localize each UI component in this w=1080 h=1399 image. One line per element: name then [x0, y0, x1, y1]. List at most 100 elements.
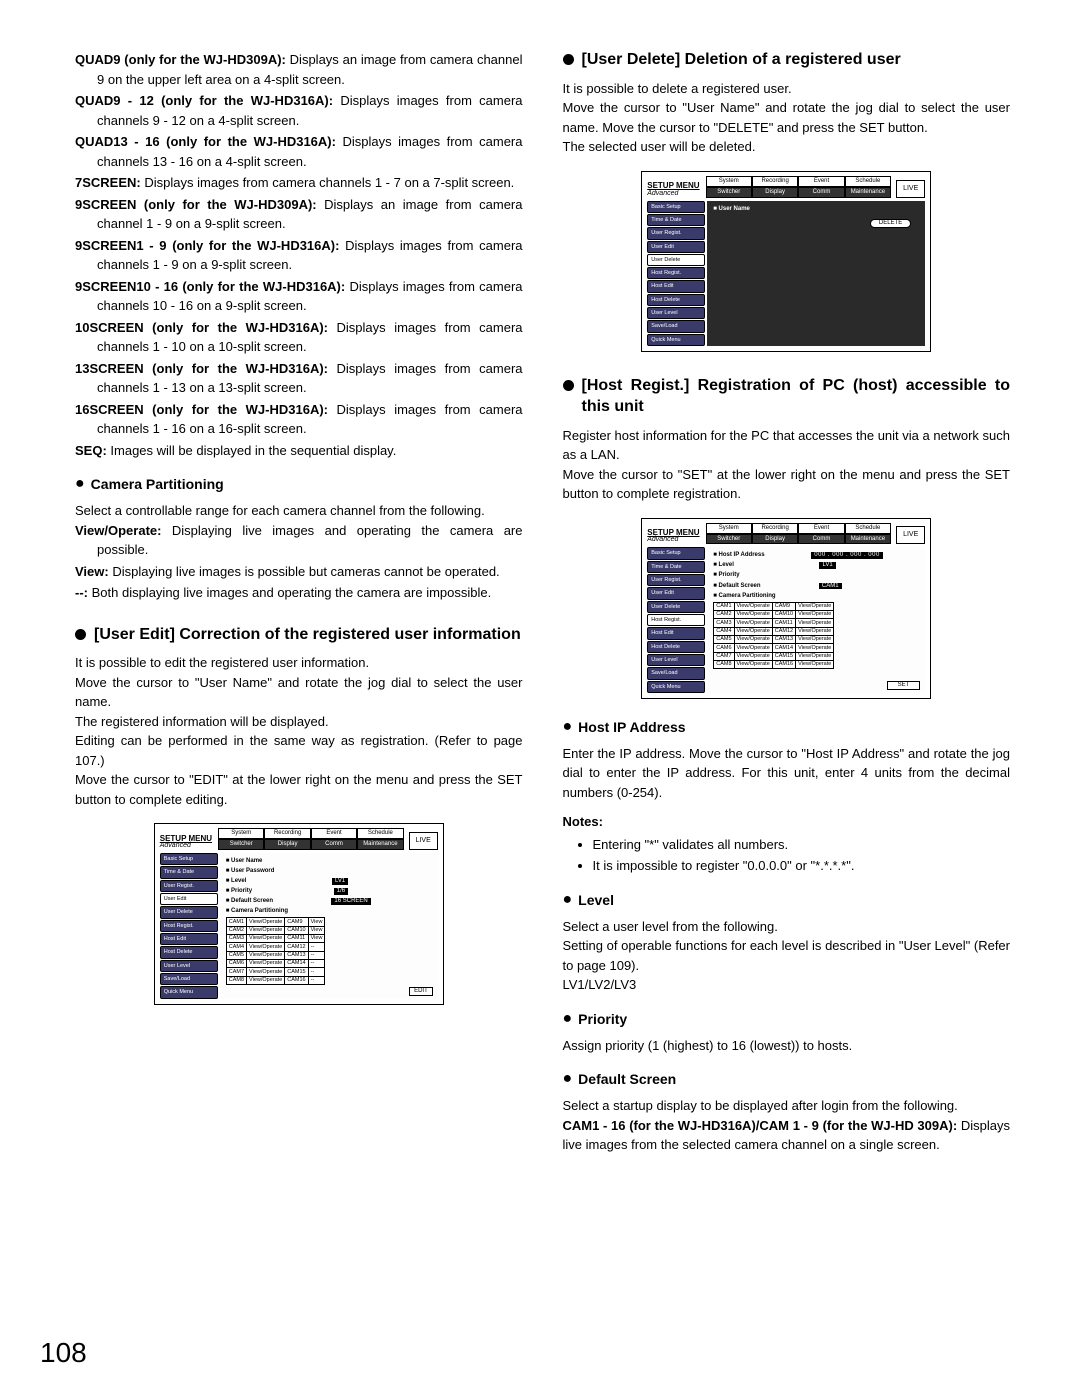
section-label: [User Delete] Deletion of a registered u…	[582, 50, 901, 71]
table-cell: --	[308, 968, 325, 976]
table-cell: CAM6	[226, 959, 246, 967]
sidebar-item[interactable]: User Edit	[647, 587, 705, 599]
sidebar-item[interactable]: User Regist.	[160, 880, 218, 892]
sidebar-item[interactable]: Quick Menu	[647, 334, 705, 346]
menu-tab[interactable]: Schedule	[357, 828, 403, 839]
table-row: CAM4View/OperateCAM12View/Operate	[714, 627, 834, 635]
table-cell: View/Operate	[734, 660, 772, 668]
sidebar-item[interactable]: User Edit	[160, 893, 218, 905]
sidebar-item[interactable]: Quick Menu	[647, 681, 705, 693]
sidebar-item[interactable]: Save/Load	[160, 973, 218, 985]
sidebar-item[interactable]: Save/Load	[647, 667, 705, 679]
menu-tab[interactable]: System	[706, 523, 752, 534]
menu-tab[interactable]: Switcher	[706, 187, 752, 198]
menu-tab[interactable]: Maintenance	[845, 534, 891, 545]
table-cell: CAM3	[226, 934, 246, 942]
sidebar-item[interactable]: Time & Date	[647, 214, 705, 226]
menu-tab[interactable]: Event	[311, 828, 357, 839]
menu-tab[interactable]: Maintenance	[357, 839, 403, 850]
menu-tab[interactable]: Display	[752, 187, 798, 198]
menu-tab[interactable]: Comm	[798, 534, 844, 545]
sidebar-item[interactable]: Time & Date	[647, 561, 705, 573]
menu-tab[interactable]: Event	[798, 176, 844, 187]
sidebar-item[interactable]: Basic Setup	[160, 853, 218, 865]
menu-advanced: Advanced	[647, 190, 699, 198]
sidebar-item[interactable]: User Edit	[647, 241, 705, 253]
user-edit-p3: The registered information will be displ…	[75, 712, 523, 732]
sidebar-item[interactable]: Basic Setup	[647, 201, 705, 213]
table-cell: View/Operate	[247, 926, 285, 934]
sidebar-item[interactable]: User Level	[647, 307, 705, 319]
host-regist-p2: Move the cursor to "SET" at the lower ri…	[563, 465, 1011, 504]
sidebar-item[interactable]: User Regist.	[647, 574, 705, 586]
priority-label: Priority	[713, 572, 739, 578]
sidebar-item[interactable]: Host Regist.	[647, 267, 705, 279]
sidebar-item[interactable]: Host Delete	[647, 294, 705, 306]
sidebar-item[interactable]: Time & Date	[160, 866, 218, 878]
edit-button[interactable]: EDIT	[409, 987, 433, 996]
table-cell: CAM13	[772, 635, 795, 643]
sidebar-item[interactable]: User Delete	[647, 254, 705, 266]
table-row: CAM5View/OperateCAM13View/Operate	[714, 635, 834, 643]
sidebar-item[interactable]: User Delete	[647, 601, 705, 613]
menu-tab[interactable]: Schedule	[845, 176, 891, 187]
delete-button[interactable]: DELETE	[870, 219, 911, 228]
sidebar-item[interactable]: User Regist.	[647, 227, 705, 239]
menu-tab[interactable]: System	[706, 176, 752, 187]
table-cell: View/Operate	[247, 959, 285, 967]
set-button[interactable]: SET	[887, 681, 921, 690]
sidebar-item[interactable]: Host Edit	[160, 933, 218, 945]
definition-item: QUAD9 (only for the WJ-HD309A): Displays…	[75, 50, 523, 89]
definition-term: 10SCREEN (only for the WJ-HD316A):	[75, 320, 337, 335]
sidebar-item[interactable]: User Level	[160, 960, 218, 972]
sidebar-item[interactable]: Basic Setup	[647, 547, 705, 559]
menu-tab[interactable]: Recording	[264, 828, 310, 839]
menu-tab[interactable]: Recording	[752, 523, 798, 534]
live-button[interactable]: LIVE	[896, 526, 925, 544]
sidebar-item[interactable]: Host Edit	[647, 280, 705, 292]
menu-tab[interactable]: Event	[798, 523, 844, 534]
sidebar-item[interactable]: Host Edit	[647, 627, 705, 639]
menu-tab[interactable]: Schedule	[845, 523, 891, 534]
menu-tab[interactable]: Switcher	[706, 534, 752, 545]
sidebar-item[interactable]: Host Delete	[160, 946, 218, 958]
notes-head: Notes:	[563, 812, 1011, 832]
priority-value[interactable]: 1/6	[334, 888, 348, 895]
level-value[interactable]: LV1	[819, 562, 835, 569]
menu-tab[interactable]: Comm	[798, 187, 844, 198]
live-button[interactable]: LIVE	[409, 832, 438, 850]
bullet-icon: ●	[563, 1069, 573, 1088]
user-edit-p4: Editing can be performed in the same way…	[75, 731, 523, 770]
camera-partitioning-head: ● Camera Partitioning	[75, 474, 523, 495]
sidebar-item[interactable]: Quick Menu	[160, 986, 218, 998]
user-delete-head: [User Delete] Deletion of a registered u…	[563, 50, 1011, 71]
definition-term: QUAD9 - 12 (only for the WJ-HD316A):	[75, 93, 340, 108]
camera-partitioning-table: CAM1View/OperateCAM9View/OperateCAM2View…	[713, 602, 834, 670]
sidebar-item[interactable]: User Level	[647, 654, 705, 666]
default-screen-value[interactable]: CAM1	[819, 583, 842, 590]
host-ip-value[interactable]: 000 . 000 . 000 . 000	[811, 552, 883, 559]
sidebar-item[interactable]: Host Regist.	[160, 920, 218, 932]
menu-tab[interactable]: Recording	[752, 176, 798, 187]
default-screen-value[interactable]: 16 SCREEN	[331, 898, 370, 905]
page-number: 108	[40, 1337, 87, 1369]
table-cell: --	[308, 951, 325, 959]
table-row: CAM5View/OperateCAM13--	[226, 951, 325, 959]
table-row: CAM7View/OperateCAM15View/Operate	[714, 652, 834, 660]
sidebar-item[interactable]: User Delete	[160, 906, 218, 918]
menu-content: User Name DELETE	[707, 201, 925, 346]
menu-tab[interactable]: Display	[264, 839, 310, 850]
menu-tab[interactable]: Maintenance	[845, 187, 891, 198]
live-button[interactable]: LIVE	[896, 180, 925, 198]
menu-tab[interactable]: System	[218, 828, 264, 839]
menu-tab[interactable]: Display	[752, 534, 798, 545]
definition-term: 9SCREEN1 - 9 (only for the WJ-HD316A):	[75, 238, 345, 253]
table-cell: CAM2	[714, 610, 734, 618]
level-value[interactable]: LV1	[332, 878, 348, 885]
sidebar-item[interactable]: Host Delete	[647, 641, 705, 653]
sidebar-item[interactable]: Save/Load	[647, 320, 705, 332]
sidebar-item[interactable]: Host Regist.	[647, 614, 705, 626]
menu-tab[interactable]: Switcher	[218, 839, 264, 850]
menu-tab[interactable]: Comm	[311, 839, 357, 850]
table-cell: View/Operate	[796, 660, 834, 668]
